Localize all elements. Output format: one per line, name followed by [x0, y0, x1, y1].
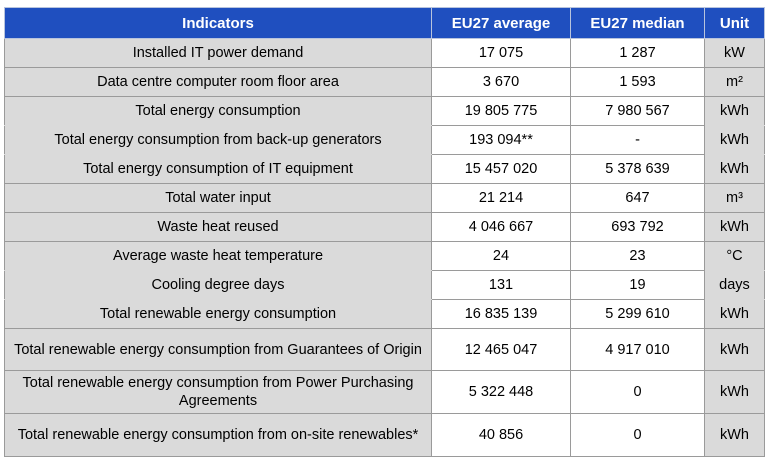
header-row: Indicators EU27 average EU27 median Unit — [4, 7, 765, 39]
unit-cell: kWh — [704, 328, 765, 371]
unit-cell: °C — [704, 241, 765, 271]
table-row: Data centre computer room floor area 3 6… — [4, 67, 765, 97]
table-row: Total renewable energy consumption from … — [4, 370, 765, 414]
median-cell: 5 378 639 — [570, 154, 705, 184]
table-row: Waste heat reused 4 046 667 693 792 kWh — [4, 212, 765, 242]
median-cell: 7 980 567 — [570, 96, 705, 126]
unit-cell: kWh — [704, 212, 765, 242]
average-cell: 40 856 — [431, 413, 571, 457]
table-row: Total energy consumption from back-up ge… — [4, 125, 765, 155]
table-row: Total water input 21 214 647 m³ — [4, 183, 765, 213]
unit-cell: kWh — [704, 125, 765, 155]
median-cell: 1 287 — [570, 38, 705, 68]
indicator-cell: Total renewable energy consumption — [4, 299, 432, 329]
table-row: Installed IT power demand 17 075 1 287 k… — [4, 38, 765, 68]
indicator-cell: Total water input — [4, 183, 432, 213]
indicator-cell: Average waste heat temperature — [4, 241, 432, 271]
average-cell: 3 670 — [431, 67, 571, 97]
average-cell: 19 805 775 — [431, 96, 571, 126]
table-row: Average waste heat temperature 24 23 °C — [4, 241, 765, 271]
indicator-cell: Total renewable energy consumption from … — [4, 413, 432, 457]
indicators-table: Indicators EU27 average EU27 median Unit… — [4, 7, 765, 457]
table-row: Cooling degree days 131 19 days — [4, 270, 765, 300]
median-cell: 23 — [570, 241, 705, 271]
unit-cell: days — [704, 270, 765, 300]
table-row: Total renewable energy consumption 16 83… — [4, 299, 765, 329]
unit-cell: m³ — [704, 183, 765, 213]
indicator-cell: Total renewable energy consumption from … — [4, 370, 432, 414]
header-eu27-average: EU27 average — [431, 7, 571, 39]
average-cell: 17 075 — [431, 38, 571, 68]
median-cell: 4 917 010 — [570, 328, 705, 371]
median-cell: 1 593 — [570, 67, 705, 97]
average-cell: 15 457 020 — [431, 154, 571, 184]
median-cell: 0 — [570, 413, 705, 457]
average-cell: 16 835 139 — [431, 299, 571, 329]
median-cell: - — [570, 125, 705, 155]
indicator-cell: Total energy consumption from back-up ge… — [4, 125, 432, 155]
table-row: Total energy consumption of IT equipment… — [4, 154, 765, 184]
median-cell: 0 — [570, 370, 705, 414]
table-row: Total renewable energy consumption from … — [4, 328, 765, 371]
indicator-cell: Cooling degree days — [4, 270, 432, 300]
table-row: Total renewable energy consumption from … — [4, 413, 765, 457]
unit-cell: kWh — [704, 96, 765, 126]
indicator-cell: Total energy consumption — [4, 96, 432, 126]
median-cell: 647 — [570, 183, 705, 213]
table-row: Total energy consumption 19 805 775 7 98… — [4, 96, 765, 126]
header-eu27-median: EU27 median — [570, 7, 705, 39]
indicator-cell: Waste heat reused — [4, 212, 432, 242]
indicator-cell: Total renewable energy consumption from … — [4, 328, 432, 371]
average-cell: 131 — [431, 270, 571, 300]
median-cell: 5 299 610 — [570, 299, 705, 329]
unit-cell: m² — [704, 67, 765, 97]
average-cell: 21 214 — [431, 183, 571, 213]
unit-cell: kWh — [704, 413, 765, 457]
average-cell: 12 465 047 — [431, 328, 571, 371]
indicator-cell: Installed IT power demand — [4, 38, 432, 68]
unit-cell: kW — [704, 38, 765, 68]
median-cell: 19 — [570, 270, 705, 300]
average-cell: 193 094** — [431, 125, 571, 155]
unit-cell: kWh — [704, 299, 765, 329]
header-unit: Unit — [704, 7, 765, 39]
header-indicators: Indicators — [4, 7, 432, 39]
average-cell: 24 — [431, 241, 571, 271]
unit-cell: kWh — [704, 154, 765, 184]
unit-cell: kWh — [704, 370, 765, 414]
average-cell: 5 322 448 — [431, 370, 571, 414]
indicator-cell: Total energy consumption of IT equipment — [4, 154, 432, 184]
average-cell: 4 046 667 — [431, 212, 571, 242]
median-cell: 693 792 — [570, 212, 705, 242]
indicator-cell: Data centre computer room floor area — [4, 67, 432, 97]
